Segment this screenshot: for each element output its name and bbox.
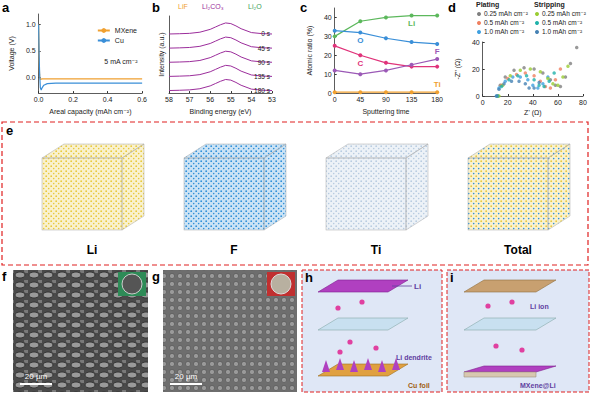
svg-text:56: 56 [206, 96, 214, 103]
svg-text:f: f [2, 269, 7, 284]
svg-text:20 µm: 20 µm [25, 372, 48, 381]
svg-text:Li₂O: Li₂O [248, 3, 262, 10]
svg-text:1.0 mAh cm⁻²: 1.0 mAh cm⁻² [542, 28, 583, 35]
svg-text:Ti: Ti [434, 80, 441, 89]
svg-text:0: 0 [333, 96, 337, 103]
svg-text:135 s: 135 s [254, 73, 271, 80]
svg-text:0.25 mAh cm⁻²: 0.25 mAh cm⁻² [484, 10, 529, 17]
svg-text:Plating: Plating [476, 1, 499, 9]
svg-text:Voltage (V): Voltage (V) [8, 36, 16, 71]
svg-text:0 s: 0 s [261, 30, 270, 37]
svg-text:60: 60 [554, 99, 562, 106]
svg-text:20 µm: 20 µm [175, 372, 198, 381]
svg-text:i: i [450, 270, 454, 285]
svg-text:Total: Total [504, 243, 532, 257]
svg-text:Z' (Ω): Z' (Ω) [524, 109, 541, 117]
svg-text:Stripping: Stripping [534, 1, 565, 9]
svg-text:0.5 mAh cm⁻²: 0.5 mAh cm⁻² [484, 19, 525, 26]
svg-text:40: 40 [472, 39, 480, 46]
svg-text:135: 135 [406, 96, 418, 103]
svg-text:10: 10 [324, 71, 332, 78]
svg-text:Intensity (a.u.): Intensity (a.u.) [158, 32, 166, 76]
svg-text:54: 54 [248, 96, 256, 103]
svg-text:55: 55 [227, 96, 235, 103]
svg-text:0.0: 0.0 [34, 96, 44, 103]
svg-text:57: 57 [186, 96, 194, 103]
html-text:d: d [448, 0, 456, 15]
svg-text:F: F [435, 47, 440, 56]
svg-text:40: 40 [324, 14, 332, 21]
svg-text:Li dendrite: Li dendrite [396, 354, 432, 361]
html-text:b: b [152, 0, 160, 15]
svg-text:0.2: 0.2 [68, 96, 78, 103]
svg-text:1.0: 1.0 [26, 21, 36, 28]
svg-text:58: 58 [165, 96, 173, 103]
svg-text:20: 20 [324, 52, 332, 59]
svg-text:Areal capacity (mAh cm⁻²): Areal capacity (mAh cm⁻²) [49, 108, 131, 116]
svg-text:1.0 mAh cm⁻²: 1.0 mAh cm⁻² [484, 28, 525, 35]
svg-text:Li₂CO₃: Li₂CO₃ [202, 3, 224, 10]
svg-text:0.25 mAh cm⁻²: 0.25 mAh cm⁻² [542, 10, 587, 17]
svg-text:-Z'' (Ω): -Z'' (Ω) [454, 58, 462, 79]
svg-text:MXene: MXene [115, 27, 137, 34]
svg-text:53: 53 [268, 96, 276, 103]
html-text:a: a [2, 0, 10, 15]
svg-text:C: C [357, 59, 363, 68]
svg-text:F: F [230, 243, 237, 257]
svg-text:Ti: Ti [371, 243, 381, 257]
svg-text:180 s: 180 s [254, 87, 271, 94]
svg-text:Cu: Cu [115, 37, 124, 44]
svg-text:e: e [6, 123, 13, 138]
svg-text:Li: Li [408, 19, 415, 28]
svg-text:0: 0 [476, 93, 480, 100]
svg-text:180: 180 [431, 96, 443, 103]
svg-text:Li: Li [414, 282, 421, 291]
svg-text:40: 40 [529, 99, 537, 106]
svg-text:Atomic ratio (%): Atomic ratio (%) [306, 26, 314, 76]
svg-text:O: O [357, 36, 363, 45]
svg-text:h: h [305, 270, 313, 285]
svg-text:20: 20 [472, 66, 480, 73]
svg-text:0.6: 0.6 [137, 96, 147, 103]
svg-text:0.5 mAh cm⁻²: 0.5 mAh cm⁻² [542, 19, 583, 26]
svg-text:0.0: 0.0 [26, 74, 36, 81]
svg-text:Sputtering time: Sputtering time [362, 108, 409, 116]
svg-text:45: 45 [356, 96, 364, 103]
html-text:c: c [300, 0, 308, 15]
svg-text:Binding energy (eV): Binding energy (eV) [190, 108, 252, 116]
svg-text:80: 80 [579, 99, 587, 106]
svg-text:90 s: 90 s [258, 59, 271, 66]
svg-text:Li ion: Li ion [530, 303, 549, 310]
svg-text:MXene@Li: MXene@Li [520, 382, 556, 389]
svg-text:Li: Li [87, 243, 98, 257]
svg-text:0: 0 [328, 90, 332, 97]
svg-text:g: g [152, 269, 160, 284]
svg-text:20: 20 [504, 99, 512, 106]
svg-text:Cu foil: Cu foil [408, 382, 430, 389]
svg-text:45 s: 45 s [258, 45, 271, 52]
svg-text:5 mA cm⁻²: 5 mA cm⁻² [104, 58, 138, 65]
svg-text:0: 0 [481, 99, 485, 106]
svg-text:30: 30 [324, 33, 332, 40]
svg-text:90: 90 [382, 96, 390, 103]
svg-text:0.4: 0.4 [103, 96, 113, 103]
svg-text:LiF: LiF [178, 3, 188, 10]
svg-text:0.5: 0.5 [26, 47, 36, 54]
